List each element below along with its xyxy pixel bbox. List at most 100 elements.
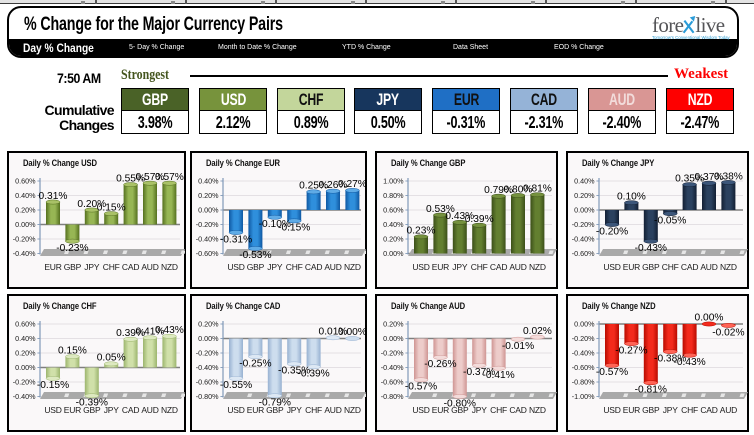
- svg-text:CHF: CHF: [103, 262, 120, 272]
- svg-text:-0.15%: -0.15%: [278, 223, 310, 234]
- svg-text:0.00%: 0.00%: [695, 313, 724, 324]
- svg-text:EUR: EUR: [247, 405, 264, 415]
- svg-text:0.27%: 0.27%: [338, 180, 366, 191]
- svg-text:0.00%: 0.00%: [338, 328, 366, 339]
- svg-text:0.25%: 0.25%: [300, 181, 329, 192]
- svg-text:JPY: JPY: [85, 262, 101, 272]
- svg-text:AUD: AUD: [142, 262, 159, 272]
- svg-text:-0.60%: -0.60%: [572, 363, 595, 372]
- svg-text:JPY: JPY: [453, 262, 469, 272]
- svg-text:0.80%: 0.80%: [384, 191, 405, 200]
- svg-text:0.57%: 0.57%: [155, 172, 184, 183]
- svg-text:-0.40%: -0.40%: [572, 349, 595, 358]
- svg-text:0.40%: 0.40%: [199, 177, 220, 186]
- svg-text:-0.02%: -0.02%: [713, 328, 745, 339]
- svg-text:USD: USD: [45, 405, 62, 415]
- svg-text:0.00%: 0.00%: [199, 334, 220, 343]
- svg-text:-0.40%: -0.40%: [13, 392, 36, 401]
- svg-text:-0.40%: -0.40%: [196, 235, 219, 244]
- svg-text:EUR: EUR: [623, 262, 640, 272]
- svg-text:0.00%: 0.00%: [16, 363, 37, 372]
- svg-text:0.26%: 0.26%: [319, 180, 348, 191]
- svg-text:0.20%: 0.20%: [78, 199, 107, 210]
- svg-text:0.10%: 0.10%: [617, 192, 646, 203]
- svg-text:0.55%: 0.55%: [117, 174, 146, 185]
- svg-text:AUD: AUD: [142, 405, 159, 415]
- svg-text:0.43%: 0.43%: [446, 212, 475, 223]
- svg-text:AUD: AUD: [701, 262, 718, 272]
- svg-text:NZD: NZD: [344, 405, 361, 415]
- svg-text:-0.20%: -0.20%: [572, 334, 595, 343]
- svg-text:NZD: NZD: [529, 405, 546, 415]
- svg-text:-0.20%: -0.20%: [596, 227, 628, 238]
- svg-text:0.35%: 0.35%: [676, 174, 705, 185]
- svg-text:EUR: EUR: [64, 405, 81, 415]
- svg-text:CAD: CAD: [305, 262, 322, 272]
- svg-text:1.00%: 1.00%: [384, 177, 405, 186]
- svg-text:0.00%: 0.00%: [575, 320, 596, 329]
- svg-text:AUD: AUD: [325, 262, 342, 272]
- svg-text:0.37%: 0.37%: [695, 172, 724, 183]
- svg-text:AUD: AUD: [325, 405, 342, 415]
- svg-text:-0.31%: -0.31%: [220, 235, 252, 246]
- svg-text:0.20%: 0.20%: [199, 320, 220, 329]
- svg-text:0.79%: 0.79%: [485, 185, 514, 196]
- svg-text:-0.57%: -0.57%: [596, 368, 628, 379]
- svg-text:0.41%: 0.41%: [136, 327, 165, 338]
- svg-text:-0.27%: -0.27%: [616, 346, 648, 357]
- svg-text:0.20%: 0.20%: [16, 206, 37, 215]
- svg-text:-0.25%: -0.25%: [240, 359, 272, 370]
- svg-text:GBP: GBP: [64, 262, 82, 272]
- svg-text:0.00%: 0.00%: [384, 249, 405, 258]
- svg-text:-0.15%: -0.15%: [37, 381, 69, 392]
- svg-text:0.40%: 0.40%: [575, 177, 596, 186]
- svg-text:USD: USD: [413, 262, 430, 272]
- svg-text:-0.26%: -0.26%: [425, 360, 457, 371]
- svg-text:0.80%: 0.80%: [504, 185, 533, 196]
- svg-text:0.23%: 0.23%: [407, 226, 436, 237]
- svg-text:0.01%: 0.01%: [319, 327, 348, 338]
- svg-text:-0.40%: -0.40%: [381, 363, 404, 372]
- svg-text:-1.00%: -1.00%: [572, 392, 595, 401]
- svg-text:EUR: EUR: [45, 262, 62, 272]
- svg-text:0.20%: 0.20%: [199, 191, 220, 200]
- svg-text:0.40%: 0.40%: [384, 220, 405, 229]
- svg-text:-0.60%: -0.60%: [196, 378, 219, 387]
- svg-text:-0.20%: -0.20%: [196, 220, 219, 229]
- svg-text:EUR: EUR: [432, 405, 449, 415]
- svg-text:-0.23%: -0.23%: [57, 243, 89, 254]
- svg-text:-0.55%: -0.55%: [220, 381, 252, 392]
- svg-text:-0.43%: -0.43%: [635, 243, 667, 254]
- svg-text:NZD: NZD: [161, 262, 178, 272]
- svg-text:-0.60%: -0.60%: [381, 378, 404, 387]
- svg-text:-0.35%: -0.35%: [278, 366, 310, 377]
- svg-text:CAD: CAD: [122, 405, 139, 415]
- svg-text:0.31%: 0.31%: [39, 191, 68, 202]
- svg-text:CHF: CHF: [306, 405, 323, 415]
- svg-text:0.05%: 0.05%: [97, 353, 126, 364]
- svg-text:0.38%: 0.38%: [714, 172, 743, 183]
- svg-text:NZD: NZD: [344, 262, 361, 272]
- svg-text:-0.40%: -0.40%: [13, 249, 36, 258]
- svg-text:0.15%: 0.15%: [58, 346, 87, 357]
- svg-text:-0.60%: -0.60%: [196, 249, 219, 258]
- svg-text:JPY: JPY: [287, 405, 303, 415]
- svg-text:-0.20%: -0.20%: [13, 235, 36, 244]
- svg-text:CHF: CHF: [682, 405, 699, 415]
- svg-text:USD: USD: [228, 262, 245, 272]
- svg-text:JPY: JPY: [663, 405, 679, 415]
- svg-text:NZD: NZD: [161, 405, 178, 415]
- svg-text:CHF: CHF: [662, 262, 679, 272]
- svg-text:-0.37%: -0.37%: [463, 368, 495, 379]
- svg-text:0.39%: 0.39%: [465, 214, 494, 225]
- svg-text:USD: USD: [413, 405, 430, 415]
- svg-text:-0.79%: -0.79%: [259, 398, 291, 409]
- svg-text:0.00%: 0.00%: [575, 206, 596, 215]
- svg-text:-0.20%: -0.20%: [381, 349, 404, 358]
- svg-text:GBP: GBP: [643, 405, 661, 415]
- svg-text:0.20%: 0.20%: [575, 191, 596, 200]
- svg-text:-0.10%: -0.10%: [259, 219, 291, 230]
- svg-text:-0.60%: -0.60%: [572, 249, 595, 258]
- svg-text:0.00%: 0.00%: [199, 206, 220, 215]
- svg-text:0.40%: 0.40%: [16, 334, 37, 343]
